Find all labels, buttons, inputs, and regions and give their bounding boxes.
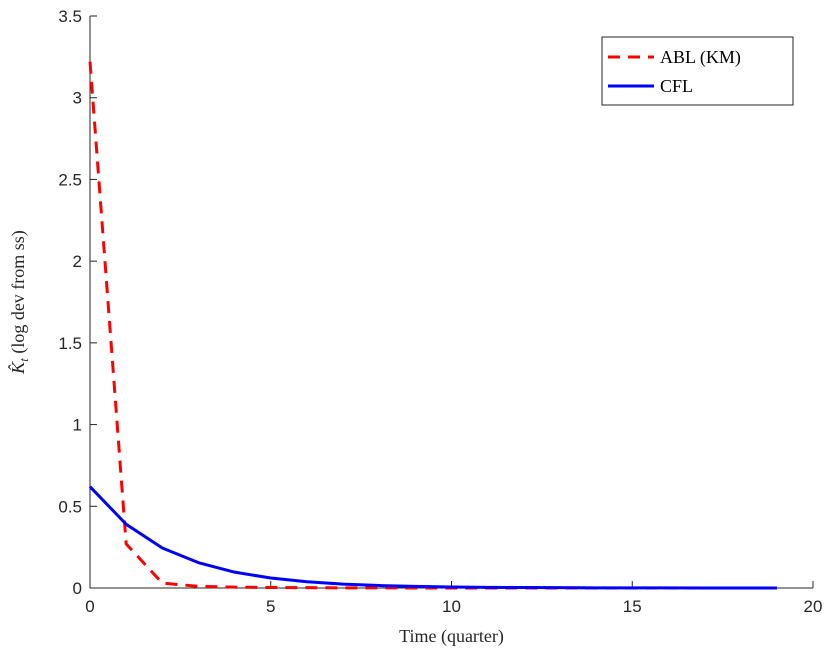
legend-label-1: ABL (KM) xyxy=(660,47,741,68)
x-tick-label: 0 xyxy=(85,597,94,616)
series-line-1 xyxy=(88,61,777,590)
legend-box xyxy=(601,36,794,106)
x-tick-label: 15 xyxy=(623,597,642,616)
y-axis-label: K̂t (log dev from ss) xyxy=(8,230,31,375)
x-tick-label: 5 xyxy=(266,597,275,616)
x-tick-label: 20 xyxy=(804,597,823,616)
y-axis-label-rest: (log dev from ss) xyxy=(8,230,29,358)
y-tick-label: 2 xyxy=(73,252,82,271)
legend-label-2: CFL xyxy=(660,76,693,96)
y-tick-label: 0 xyxy=(73,579,82,598)
y-tick-label: 1 xyxy=(73,416,82,435)
x-tick-label: 10 xyxy=(442,597,461,616)
y-tick-label: 3.5 xyxy=(58,7,82,26)
y-tick-label: 2.5 xyxy=(58,170,82,189)
y-tick-label: 0.5 xyxy=(58,497,82,516)
y-tick-label: 1.5 xyxy=(58,334,82,353)
x-axis-label: Time (quarter) xyxy=(399,626,504,647)
y-axis-label-subscript: t xyxy=(16,358,31,362)
y-axis-label-symbol: K̂ xyxy=(8,361,28,375)
y-tick-label: 3 xyxy=(73,89,82,108)
plot-lines xyxy=(88,61,777,590)
series-line-2 xyxy=(88,485,777,590)
legend: ABL (KM) CFL xyxy=(601,36,794,106)
